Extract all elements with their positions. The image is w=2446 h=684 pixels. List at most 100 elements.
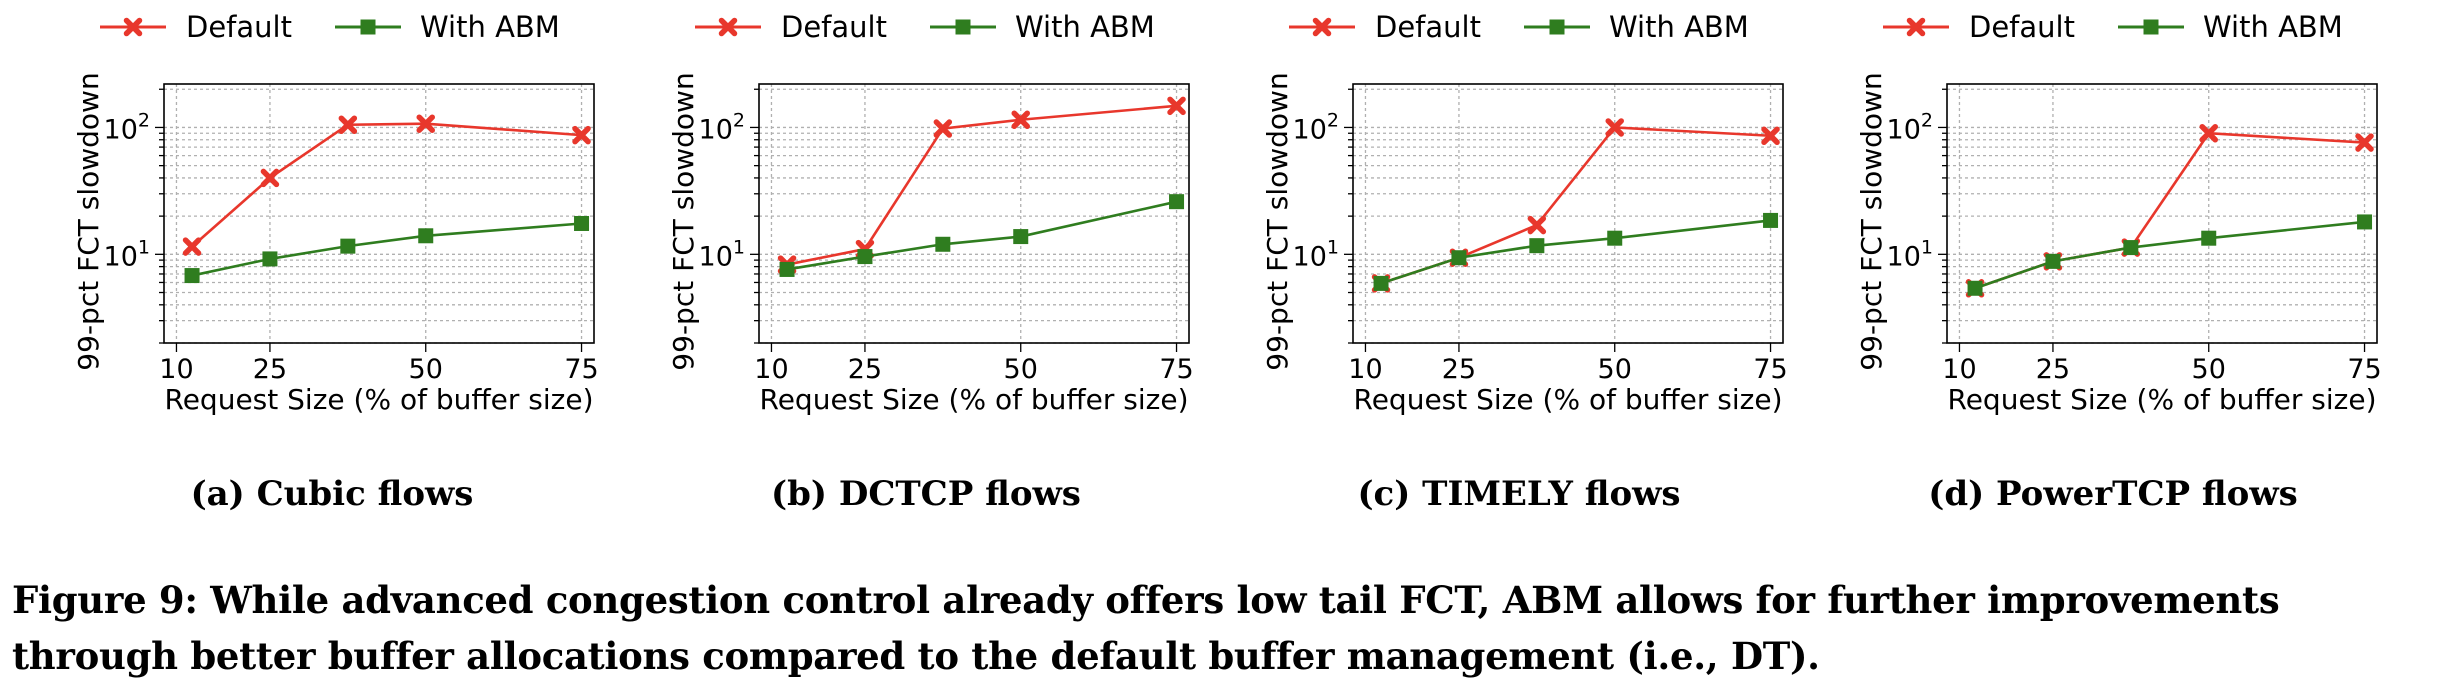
- plot-frame: [1946, 83, 2378, 344]
- data-point-default-2: [933, 119, 953, 138]
- legend-marker-abm: [2143, 19, 2159, 35]
- x-axis-label: Request Size (% of buffer size): [1354, 383, 1783, 416]
- series-line-abm: [191, 222, 582, 277]
- x-tick-label-0: 10: [1348, 354, 1382, 385]
- data-point-abm-3: [1013, 229, 1029, 245]
- data-point-abm-2: [1529, 238, 1545, 254]
- y-tick-label-1: 102: [1887, 109, 1933, 145]
- legend-label-default: Default: [1375, 10, 1481, 44]
- data-point-abm-3: [2201, 230, 2217, 246]
- legend-label-abm: With ABM: [1015, 10, 1155, 44]
- x-tick-label-2: 50: [1004, 354, 1038, 385]
- y-tick-label-0: 101: [1293, 236, 1339, 272]
- plot-frame: [758, 83, 1190, 344]
- data-point-abm-1: [2045, 253, 2061, 269]
- data-point-default-1: [260, 168, 280, 188]
- x-tick-label-1: 25: [2036, 354, 2070, 385]
- data-point-default-4: [1761, 126, 1780, 146]
- x-tick-label-0: 10: [1942, 354, 1976, 385]
- x-tick-label-3: 75: [1753, 354, 1787, 385]
- figure-caption: Figure 9: While advanced congestion cont…: [12, 578, 2280, 678]
- sub-caption: (d) PowerTCP flows: [1928, 474, 2298, 514]
- x-tick-label-0: 10: [159, 354, 193, 385]
- sub-caption: (c) TIMELY flows: [1357, 474, 1680, 514]
- x-tick-label-2: 50: [2192, 354, 2226, 385]
- data-point-default-4: [1167, 96, 1186, 116]
- legend: Default With ABM: [695, 10, 1155, 44]
- legend-marker-default: [123, 17, 143, 37]
- x-tick-label-1: 25: [253, 354, 287, 385]
- data-point-default-2: [1527, 215, 1547, 235]
- y-tick-label-0: 101: [104, 236, 150, 272]
- data-point-abm-2: [340, 238, 356, 254]
- data-point-abm-2: [935, 236, 951, 252]
- data-point-abm-1: [857, 249, 873, 265]
- plot-frame: [163, 83, 595, 344]
- plot-frame: [1352, 83, 1784, 344]
- x-axis-label: Request Size (% of buffer size): [165, 383, 594, 416]
- series-line-abm: [1974, 220, 2365, 290]
- data-point-default-3: [416, 114, 435, 133]
- x-tick-label-3: 75: [2347, 354, 2381, 385]
- legend-label-abm: With ABM: [420, 10, 560, 44]
- y-tick-label-0: 101: [699, 236, 745, 272]
- data-point-abm-1: [1451, 250, 1467, 266]
- legend-marker-default: [1906, 17, 1926, 37]
- data-point-default-0: [182, 237, 202, 256]
- data-point-abm-3: [1607, 230, 1623, 246]
- series-line-default: [1974, 131, 2365, 290]
- legend-marker-default: [1312, 17, 1332, 37]
- x-tick-label-1: 25: [848, 354, 882, 385]
- legend: Default With ABM: [1289, 10, 1749, 44]
- y-axis-label: 99-pct FCT slowdown: [1261, 72, 1294, 370]
- x-tick-label-3: 75: [1159, 354, 1193, 385]
- sub-caption: (b) DCTCP flows: [771, 474, 1081, 514]
- y-tick-label-1: 102: [699, 109, 745, 145]
- legend-label-abm: With ABM: [2203, 10, 2343, 44]
- y-axis-label: 99-pct FCT slowdown: [1855, 72, 1888, 370]
- y-tick-label-0: 101: [1887, 236, 1933, 272]
- data-point-abm-0: [1967, 280, 1983, 296]
- data-point-default-3: [1605, 118, 1624, 137]
- legend-marker-abm: [1549, 19, 1565, 35]
- legend: Default With ABM: [100, 10, 560, 44]
- chart-panel-3: 10 25 50 75 101 102 Request Size (% of buffer …: [1261, 10, 1788, 514]
- legend-marker-abm: [955, 19, 971, 35]
- y-axis-label: 99-pct FCT slowdown: [667, 72, 700, 370]
- data-point-default-3: [1011, 110, 1030, 129]
- series-line-abm: [786, 200, 1177, 271]
- chart-panel-2: 10 25 50 75 101 102 Request Size (% of buffer …: [667, 10, 1194, 514]
- data-point-abm-3: [418, 228, 434, 244]
- y-tick-label-1: 102: [1293, 109, 1339, 145]
- x-axis-label: Request Size (% of buffer size): [760, 383, 1189, 416]
- data-point-abm-4: [1169, 194, 1185, 210]
- legend-label-abm: With ABM: [1609, 10, 1749, 44]
- data-point-default-4: [2355, 133, 2374, 152]
- sub-caption: (a) Cubic flows: [191, 474, 474, 514]
- y-axis-label: 99-pct FCT slowdown: [72, 72, 105, 370]
- data-point-abm-2: [2123, 240, 2139, 256]
- data-point-default-3: [2199, 124, 2218, 143]
- legend-label-default: Default: [186, 10, 292, 44]
- data-point-abm-4: [1763, 212, 1779, 228]
- chart-panel-4: 10 25 50 75 101 102 Request Size (% of buffer …: [1855, 10, 2382, 514]
- legend-marker-abm: [360, 19, 376, 35]
- x-axis-label: Request Size (% of buffer size): [1948, 383, 2377, 416]
- data-point-default-2: [338, 115, 358, 135]
- x-tick-label-1: 25: [1442, 354, 1476, 385]
- legend-label-default: Default: [781, 10, 887, 44]
- data-point-abm-4: [2357, 214, 2373, 230]
- data-point-abm-0: [184, 268, 200, 284]
- data-point-abm-0: [1373, 275, 1389, 291]
- legend-label-default: Default: [1969, 10, 2075, 44]
- x-tick-label-0: 10: [754, 354, 788, 385]
- x-tick-label-3: 75: [564, 354, 598, 385]
- chart-panel-1: 10 25 50 75 101 102 Request Size (% of buffer …: [72, 10, 599, 514]
- data-point-abm-4: [574, 215, 590, 231]
- data-point-default-4: [572, 125, 591, 145]
- x-tick-label-2: 50: [409, 354, 443, 385]
- y-tick-label-1: 102: [104, 109, 150, 145]
- legend-marker-default: [718, 17, 738, 37]
- legend: Default With ABM: [1883, 10, 2343, 44]
